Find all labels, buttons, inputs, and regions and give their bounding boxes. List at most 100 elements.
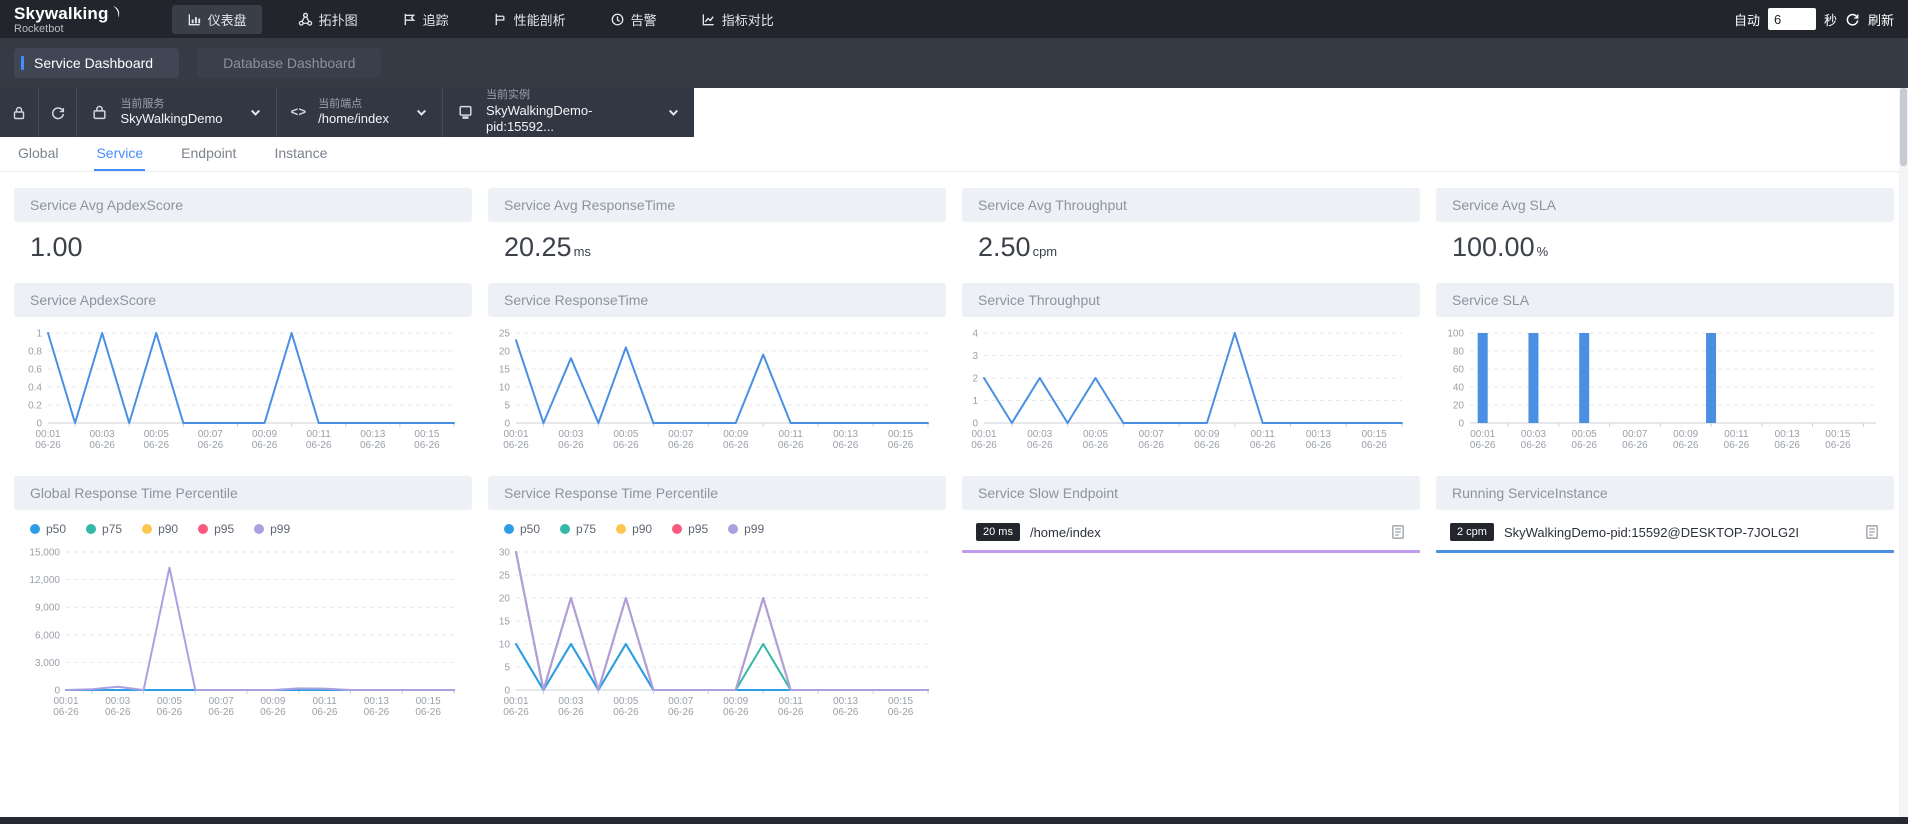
svg-text:00:15: 00:15: [414, 429, 439, 440]
svg-text:06-26: 06-26: [1724, 440, 1750, 451]
svg-text:06-26: 06-26: [157, 707, 183, 718]
chevron-down-icon: [667, 106, 680, 119]
tab-global[interactable]: Global: [18, 145, 59, 161]
svg-text:80: 80: [1453, 347, 1465, 358]
svg-text:10: 10: [499, 383, 511, 394]
running-instance-row[interactable]: 2 cpm SkyWalkingDemo-pid:15592@DESKTOP-7…: [1436, 510, 1894, 541]
nav-item-dashboard[interactable]: 仪表盘: [171, 4, 262, 34]
legend-item-p99[interactable]: p99: [728, 522, 764, 536]
svg-text:00:03: 00:03: [558, 429, 583, 440]
svg-text:00:15: 00:15: [888, 429, 913, 440]
svg-text:06-26: 06-26: [360, 440, 386, 451]
svg-text:00:15: 00:15: [1362, 429, 1387, 440]
svg-text:5: 5: [504, 401, 510, 412]
nav-item-alarm[interactable]: 告警: [610, 5, 657, 34]
list-view-icon[interactable]: [1390, 524, 1406, 540]
endpoint-selector[interactable]: <> 当前端点 /home/index: [277, 88, 443, 137]
instance-selector[interactable]: 当前实例 SkyWalkingDemo-pid:15592...: [443, 88, 694, 137]
legend-item-p95[interactable]: p95: [672, 522, 708, 536]
alarm-icon: [611, 13, 624, 25]
tab-instance[interactable]: Instance: [274, 145, 328, 161]
svg-text:06-26: 06-26: [1622, 440, 1648, 451]
nav-item-topology[interactable]: 拓扑图: [298, 5, 358, 34]
tab-service[interactable]: Service: [94, 138, 146, 171]
nav-item-trace[interactable]: 追踪: [402, 5, 449, 34]
svg-text:00:01: 00:01: [503, 696, 528, 707]
legend-item-p75[interactable]: p75: [86, 522, 122, 536]
comparison-icon: [702, 13, 714, 25]
instance-name[interactable]: SkyWalkingDemo-pid:15592@DESKTOP-7JOLG2I: [1503, 524, 1799, 540]
svg-text:00:11: 00:11: [779, 696, 804, 707]
svg-text:00:05: 00:05: [613, 696, 638, 707]
tab-endpoint[interactable]: Endpoint: [181, 145, 237, 161]
code-icon: <>: [290, 105, 307, 120]
legend-item-p50[interactable]: p50: [30, 522, 66, 536]
svg-text:0.2: 0.2: [28, 401, 42, 412]
legend-item-p50[interactable]: p50: [504, 522, 540, 536]
card-title: Running ServiceInstance: [1436, 476, 1894, 510]
svg-text:15,000: 15,000: [29, 548, 60, 559]
svg-text:12,000: 12,000: [29, 575, 60, 586]
card-title: Service Avg ApdexScore: [14, 188, 472, 222]
footer-bar: [0, 817, 1908, 824]
reload-button[interactable]: [39, 88, 78, 137]
svg-text:06-26: 06-26: [613, 440, 639, 451]
nav-item-profile[interactable]: 性能剖析: [493, 5, 566, 34]
svg-text:5: 5: [504, 663, 510, 674]
list-view-icon[interactable]: [1864, 524, 1880, 540]
card-title: Service Avg Throughput: [962, 188, 1420, 222]
svg-text:00:13: 00:13: [1775, 429, 1800, 440]
svg-text:00:13: 00:13: [1306, 429, 1331, 440]
svg-text:06-26: 06-26: [888, 707, 914, 718]
nav-item-comparison[interactable]: 指标对比: [701, 5, 774, 34]
legend-dot: [728, 524, 739, 534]
svg-text:06-26: 06-26: [1825, 440, 1851, 451]
endpoint-name[interactable]: /home/index: [1029, 524, 1101, 540]
legend-item-p90[interactable]: p90: [616, 522, 652, 536]
legend-item-p75[interactable]: p75: [560, 522, 596, 536]
refresh-icon[interactable]: [1845, 12, 1860, 27]
refresh-label[interactable]: 刷新: [1867, 12, 1894, 28]
svg-text:0: 0: [54, 686, 60, 697]
nav-label: 仪表盘: [207, 12, 247, 28]
service-selector[interactable]: 当前服务 SkyWalkingDemo: [77, 88, 277, 137]
auto-refresh-label: 自动: [1733, 12, 1760, 28]
tab-database-dashboard[interactable]: Database Dashboard: [197, 48, 382, 78]
svg-text:06-26: 06-26: [89, 440, 115, 451]
dashboard-tab-bar: Service Dashboard Database Dashboard: [0, 38, 1908, 88]
lock-button[interactable]: [0, 88, 39, 137]
card-title: Global Response Time Percentile: [14, 476, 472, 510]
scrollbar-thumb[interactable]: [1900, 88, 1907, 166]
slow-endpoint-row[interactable]: 20 ms /home/index: [962, 510, 1420, 541]
nav-label: 指标对比: [721, 12, 774, 28]
svg-text:25: 25: [499, 571, 511, 582]
chart-card-throughput: Service Throughput 0 1 2 3 4 00:01 06-26 00:03 0…: [962, 283, 1420, 462]
legend-dot: [30, 524, 40, 534]
svg-text:06-26: 06-26: [888, 440, 914, 451]
svg-text:00:05: 00:05: [613, 429, 638, 440]
legend-item-p90[interactable]: p90: [142, 522, 178, 536]
metric-card-throughput: Service Avg Throughput 2.50 cpm: [962, 188, 1420, 269]
nav-label: 追踪: [422, 12, 449, 28]
tab-service-dashboard[interactable]: Service Dashboard: [14, 48, 180, 78]
endpoint-selector-label: 当前端点: [318, 97, 363, 110]
svg-text:10: 10: [499, 640, 511, 651]
chart-card-global-percentile: Global Response Time Percentile p50 p75 p9…: [14, 476, 472, 729]
metric-value: 20.25 ms: [504, 232, 591, 262]
svg-text:06-26: 06-26: [778, 707, 804, 718]
legend-item-p99[interactable]: p99: [254, 522, 290, 536]
app-logo[interactable]: Skywalking Rocketbot: [14, 4, 124, 35]
vertical-scrollbar[interactable]: [1899, 88, 1908, 817]
svg-text:00:07: 00:07: [668, 696, 693, 707]
svg-text:100: 100: [1447, 329, 1464, 340]
svg-text:4: 4: [972, 329, 978, 340]
svg-text:40: 40: [1453, 383, 1465, 394]
metric-value: 100.00%: [1452, 232, 1549, 262]
cpm-badge: 2 cpm: [1450, 523, 1494, 541]
service-selector-label: 当前服务: [120, 97, 165, 110]
refresh-seconds-input[interactable]: [1767, 8, 1816, 30]
svg-text:00:09: 00:09: [723, 429, 748, 440]
legend-label: p50: [520, 522, 541, 536]
legend-item-p95[interactable]: p95: [198, 522, 234, 536]
global-percentile-chart: 0 3,000 6,000 9,000 12,000 15,000 00:01 06-26 00…: [14, 536, 472, 729]
